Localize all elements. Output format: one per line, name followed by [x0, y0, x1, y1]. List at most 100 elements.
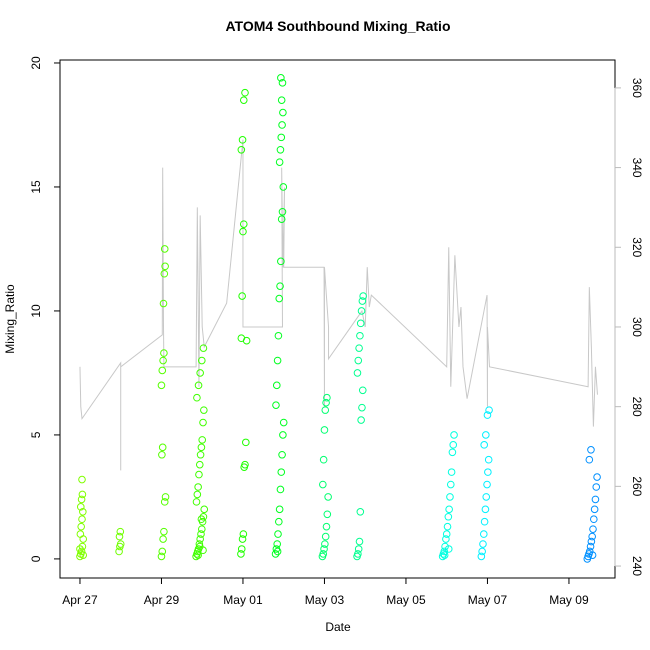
data-point	[444, 545, 453, 553]
data-point	[195, 540, 204, 548]
y-tick-label: 5	[29, 431, 43, 438]
data-point	[239, 96, 248, 104]
data-point	[115, 547, 123, 556]
data-point	[447, 468, 456, 476]
data-point	[115, 532, 124, 541]
x-axis-label: Date	[325, 620, 351, 634]
data-point	[322, 522, 331, 531]
data-point	[78, 542, 87, 551]
data-point	[479, 530, 488, 538]
data-point	[158, 366, 167, 375]
data-point	[197, 515, 206, 524]
data-point	[274, 331, 283, 340]
data-point	[440, 547, 449, 556]
data-point	[448, 448, 457, 457]
data-point	[160, 527, 168, 536]
chart-title: ATOM4 Southbound Mixing_Ratio	[225, 18, 450, 34]
data-point	[158, 443, 167, 452]
data-point	[279, 108, 287, 117]
data-point	[480, 517, 489, 526]
data-point	[276, 485, 285, 494]
data-point	[358, 403, 366, 412]
data-point	[481, 505, 490, 514]
data-point	[199, 418, 207, 427]
data-point	[355, 537, 364, 546]
data-point	[193, 393, 201, 402]
data-point	[319, 455, 328, 464]
data-point	[592, 483, 601, 491]
data-point	[354, 550, 362, 558]
data-point	[320, 426, 329, 434]
y2-tick-label: 360	[630, 78, 644, 98]
y2-tick-label: 340	[630, 158, 644, 178]
y-tick-label: 15	[29, 180, 43, 194]
data-point	[157, 381, 166, 390]
data-point	[593, 473, 601, 481]
data-point	[160, 349, 168, 357]
data-point	[237, 545, 246, 553]
data-point	[278, 207, 287, 216]
data-point	[277, 74, 285, 82]
data-point	[588, 551, 597, 559]
data-point	[237, 145, 246, 154]
data-point	[239, 227, 247, 236]
data-point	[198, 525, 206, 533]
data-point	[161, 493, 170, 501]
data-point	[241, 460, 249, 469]
x-tick-label: May 09	[549, 593, 589, 607]
y-tick-label: 20	[29, 56, 43, 70]
y2-tick-label: 260	[630, 476, 644, 496]
data-point	[241, 88, 249, 97]
data-point	[440, 551, 449, 559]
y-axis-label: Mixing_Ratio	[3, 284, 17, 354]
data-point	[78, 475, 86, 484]
x-tick-label: Apr 29	[144, 593, 180, 607]
data-point	[355, 344, 363, 352]
data-point	[277, 133, 286, 142]
data-point	[195, 460, 204, 469]
data-point	[275, 505, 284, 514]
data-point	[78, 515, 86, 524]
data-point	[589, 525, 597, 533]
data-point	[588, 532, 596, 541]
data-point	[590, 515, 598, 524]
data-point	[200, 505, 209, 514]
data-point	[278, 121, 286, 129]
data-point	[357, 416, 365, 424]
data-point	[279, 418, 288, 427]
data-point	[353, 369, 362, 377]
data-point	[477, 552, 486, 561]
data-point	[322, 398, 330, 407]
data-point	[445, 505, 453, 514]
data-point	[319, 550, 328, 558]
data-point	[359, 292, 367, 300]
y-tick-label: 0	[29, 555, 43, 562]
data-point	[159, 535, 167, 543]
data-point	[271, 550, 280, 558]
data-point	[480, 441, 488, 449]
data-point	[591, 495, 600, 504]
data-point	[279, 431, 287, 439]
data-point	[242, 438, 250, 447]
data-point	[319, 480, 327, 489]
data-point	[479, 540, 487, 548]
data-point	[276, 145, 285, 154]
data-point	[444, 512, 453, 521]
data-point	[237, 334, 246, 343]
data-point	[273, 356, 282, 365]
x-tick-label: May 07	[468, 593, 508, 607]
data-point	[357, 307, 366, 315]
data-point	[237, 550, 245, 558]
data-point	[446, 493, 454, 501]
data-point	[354, 356, 363, 365]
data-point	[279, 183, 288, 191]
data-point	[277, 257, 285, 266]
data-point	[278, 79, 287, 87]
data-point	[116, 540, 125, 548]
data-point	[238, 292, 246, 300]
data-point	[449, 441, 458, 449]
data-point	[238, 535, 247, 543]
data-point	[158, 450, 166, 459]
data-point	[323, 393, 331, 402]
